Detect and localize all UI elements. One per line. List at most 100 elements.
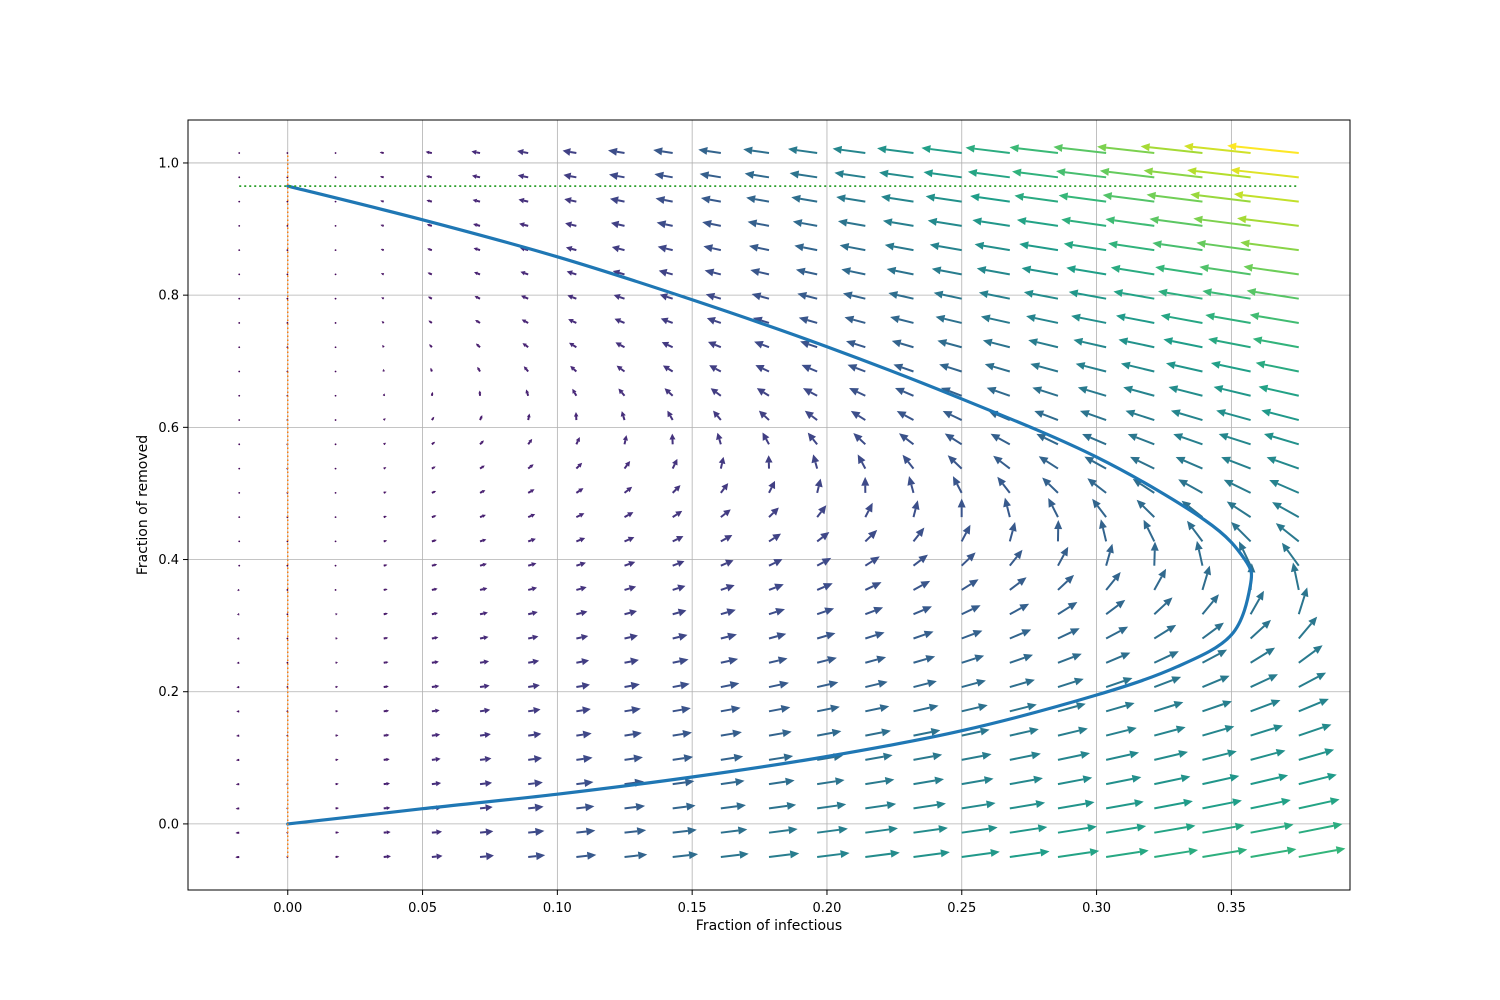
field-arrow [286, 249, 289, 252]
field-arrow [755, 364, 770, 373]
field-arrow [1298, 797, 1340, 810]
field-arrow [1250, 846, 1297, 858]
field-arrow [611, 245, 625, 253]
field-arrow [1183, 142, 1251, 155]
field-arrow [1250, 674, 1278, 688]
field-arrow [1026, 314, 1059, 324]
field-arrow [1120, 361, 1155, 373]
field-arrow [527, 538, 536, 543]
field-arrow [382, 393, 386, 397]
field-arrow [383, 685, 389, 689]
field-arrow [236, 686, 240, 689]
field-arrow [1255, 360, 1299, 373]
field-arrow [431, 441, 436, 446]
field-arrow [479, 465, 485, 470]
field-arrow [575, 513, 585, 519]
field-arrow [335, 734, 339, 737]
field-arrow [1105, 599, 1126, 616]
field-arrow [334, 152, 337, 154]
field-arrow [1194, 540, 1204, 566]
field-arrow [768, 826, 798, 835]
field-arrow [865, 801, 897, 810]
field-arrow [990, 433, 1011, 446]
field-arrow [479, 731, 491, 738]
x-tick-label: 0.25 [947, 901, 976, 916]
field-arrow [238, 273, 241, 276]
field-arrow [286, 322, 289, 324]
field-arrow [1160, 313, 1203, 324]
field-arrow [672, 729, 692, 738]
field-arrow [1269, 479, 1300, 494]
field-arrow [768, 533, 781, 543]
field-arrow [1213, 385, 1251, 397]
field-arrow [576, 779, 594, 788]
field-arrow [238, 176, 241, 179]
field-arrow [383, 442, 387, 446]
field-arrow [1249, 312, 1299, 324]
field-arrow [817, 850, 850, 859]
field-arrow [565, 221, 577, 228]
field-arrow [334, 200, 337, 203]
field-arrow [1233, 191, 1299, 203]
field-arrow [762, 432, 770, 445]
field-arrow [816, 680, 839, 689]
field-arrow [1009, 751, 1041, 761]
field-arrow [882, 218, 914, 227]
field-arrow [768, 632, 787, 641]
field-arrow [921, 145, 962, 155]
field-arrow [1146, 191, 1203, 203]
field-arrow [816, 531, 830, 543]
field-arrow [431, 515, 437, 519]
field-arrow [886, 266, 914, 276]
field-arrow [528, 731, 542, 739]
field-arrow [383, 491, 387, 494]
field-arrow [1092, 498, 1107, 518]
field-arrow [837, 218, 866, 227]
field-arrow [913, 825, 948, 834]
field-arrow [238, 249, 241, 252]
field-arrow [426, 175, 433, 179]
field-arrow [383, 757, 390, 762]
field-arrow [768, 753, 794, 762]
field-arrow [475, 343, 481, 348]
field-arrow [1281, 542, 1300, 567]
field-arrow [792, 219, 818, 228]
field-arrow [1009, 577, 1027, 591]
field-arrow [912, 527, 925, 543]
field-arrow [849, 388, 866, 397]
field-arrow [768, 680, 789, 689]
field-arrow [334, 176, 337, 179]
plot-frame [187, 119, 1351, 891]
field-arrow [379, 151, 384, 155]
field-arrow [575, 437, 580, 445]
field-arrow [238, 443, 241, 446]
field-arrow [1057, 823, 1097, 834]
field-arrow [237, 588, 240, 592]
field-arrow [1298, 672, 1327, 688]
field-arrow [1036, 433, 1059, 446]
field-arrow [620, 411, 626, 421]
field-arrow [980, 314, 1011, 324]
field-arrow [986, 386, 1011, 397]
field-arrow [335, 613, 338, 616]
field-arrow [1231, 521, 1252, 543]
field-arrow [1290, 562, 1300, 591]
field-arrow [286, 540, 289, 543]
field-arrow [431, 853, 443, 860]
field-arrow [1071, 313, 1107, 324]
field-arrow [1298, 645, 1323, 664]
field-arrow [768, 480, 776, 494]
field-arrow [1250, 773, 1289, 786]
field-arrow [1105, 774, 1142, 786]
field-arrow [236, 613, 240, 616]
field-arrow [430, 391, 434, 396]
field-arrow [1053, 143, 1107, 155]
field-arrow [334, 322, 337, 324]
field-arrow [1099, 167, 1155, 179]
field-arrow [1105, 652, 1131, 664]
field-arrow [1202, 700, 1232, 713]
field-arrow [655, 196, 673, 204]
field-arrow [1250, 797, 1291, 810]
field-arrow [1250, 822, 1294, 834]
field-arrow [1202, 773, 1240, 786]
